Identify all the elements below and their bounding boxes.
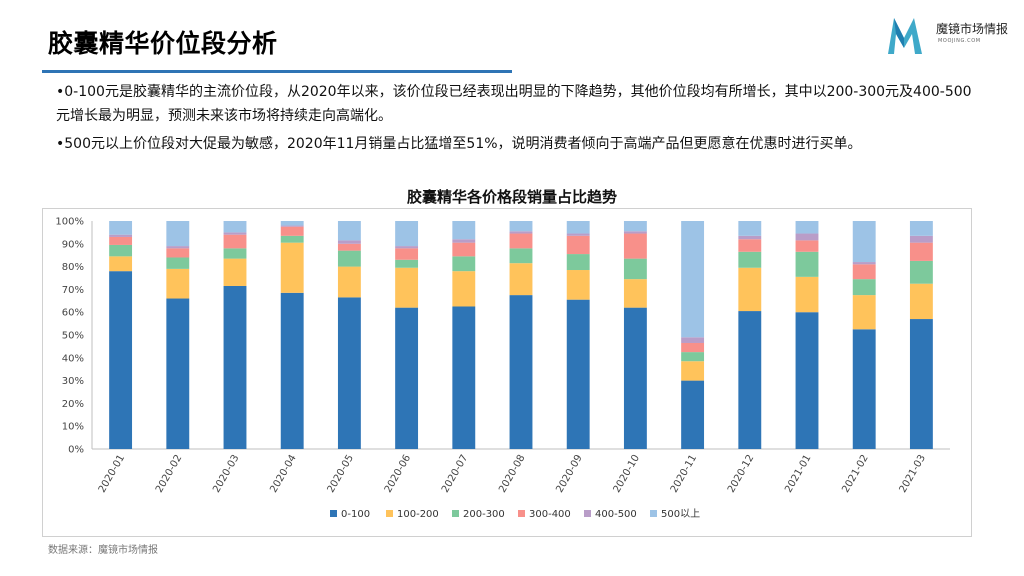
logo-m-icon [888,18,922,54]
moojing-logo [888,18,922,54]
logo-subtext: MOOJING.COM [938,38,981,44]
page-title: 胶囊精华价位段分析 [48,29,278,58]
data-source: 数据来源：魔镜市场情报 [48,545,158,556]
bullet-2: •500元以上价位段对大促最为敏感，2020年11月销量占比猛增至51%，说明消… [56,136,862,152]
bullet-1: •0-100元是胶囊精华的主流价位段，从2020年以来，该价位段已经表现出明显的… [56,84,972,124]
chart-title: 胶囊精华各价格段销量占比趋势 [406,188,617,206]
analysis-bullets: •0-100元是胶囊精华的主流价位段，从2020年以来，该价位段已经表现出明显的… [56,80,976,160]
title-underline [42,70,512,73]
logo-text: 魔镜市场情报 [936,22,1009,36]
chart-frame [42,208,972,537]
